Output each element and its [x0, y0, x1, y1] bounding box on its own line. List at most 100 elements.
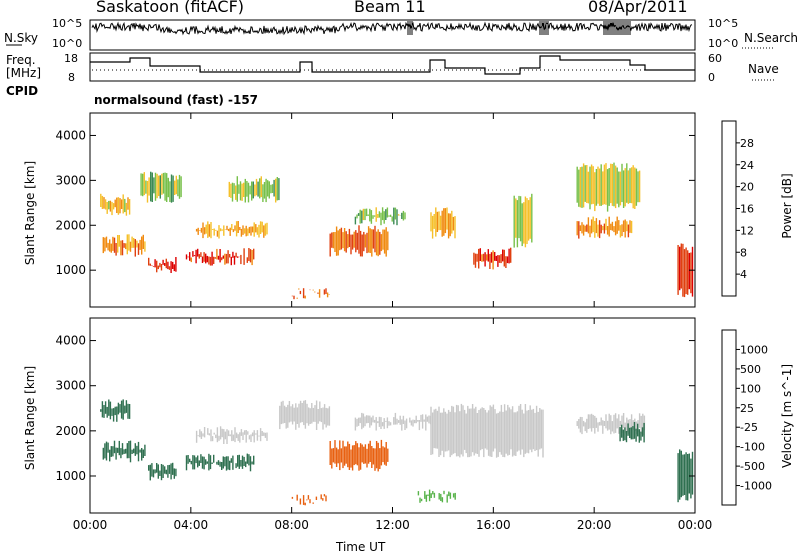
echo-strip — [610, 415, 612, 435]
y-tick-label: 2000 — [55, 424, 86, 438]
echo-region — [473, 247, 512, 270]
echo-region — [279, 400, 331, 430]
echo-strip — [113, 237, 116, 253]
echo-strip — [586, 418, 588, 433]
echo-strip — [210, 429, 212, 442]
echo-strip — [516, 411, 519, 452]
echo-strip — [264, 223, 267, 236]
echo-strip — [619, 171, 622, 206]
y-tick-label: 4000 — [55, 334, 86, 348]
echo-strip — [320, 494, 322, 500]
echo-strip — [254, 184, 256, 197]
echo-strip — [159, 470, 161, 476]
echo-strip — [606, 169, 609, 212]
echo-strip — [107, 442, 109, 453]
echo-strip — [221, 428, 223, 438]
echo-strip — [630, 414, 633, 429]
echo-region — [140, 171, 182, 203]
echo-strip — [510, 247, 512, 263]
echo-strip — [448, 491, 450, 497]
echo-strip — [383, 229, 386, 254]
echo-strip — [125, 243, 127, 250]
echo-strip — [622, 413, 625, 429]
echo-strip — [199, 230, 201, 231]
echo-strip — [419, 497, 421, 503]
echo-strip — [602, 226, 604, 231]
echo-strip — [207, 221, 209, 238]
echo-strip — [386, 207, 389, 218]
echo-strip — [367, 415, 369, 423]
echo-strip — [111, 201, 113, 216]
echo-strip — [362, 413, 365, 428]
echo-strip — [534, 412, 536, 451]
echo-strip — [622, 429, 624, 441]
echo-strip — [369, 208, 371, 222]
echo-strip — [136, 445, 138, 455]
echo-strip — [107, 242, 109, 251]
echo-region — [430, 403, 544, 458]
echo-strip — [151, 265, 153, 266]
echo-strip — [320, 408, 323, 423]
echo-strip — [462, 405, 464, 457]
echo-strip — [291, 496, 294, 499]
echo-strip — [476, 253, 478, 262]
echo-strip — [351, 445, 354, 471]
echo-strip — [221, 257, 223, 261]
echo-strip — [109, 200, 112, 212]
echo-strip — [156, 463, 158, 473]
echo-strip — [521, 203, 523, 247]
echo-strip — [175, 468, 177, 477]
echo-strip — [139, 449, 141, 453]
echo-strip — [460, 403, 463, 455]
echo-strip — [531, 193, 533, 243]
echo-strip — [594, 415, 596, 434]
echo-strip — [643, 422, 645, 443]
echo-strip — [230, 256, 232, 266]
echo-strip — [487, 410, 490, 456]
echo-strip — [102, 237, 104, 254]
echo-strip — [363, 446, 365, 464]
freq-tick-high: 18 — [64, 52, 78, 65]
echo-strip — [312, 407, 315, 422]
echo-strip — [638, 170, 641, 203]
echo-strip — [467, 405, 469, 458]
echo-strip — [235, 463, 237, 469]
echo-strip — [173, 264, 175, 272]
echo-strip — [611, 221, 614, 231]
echo-strip — [218, 435, 220, 441]
echo-strip — [101, 195, 104, 209]
echo-strip — [187, 256, 189, 258]
echo-strip — [586, 224, 588, 232]
echo-strip — [145, 180, 147, 194]
echo-strip — [206, 255, 208, 263]
echo-strip — [372, 415, 374, 423]
echo-region — [576, 162, 641, 212]
echo-strip — [190, 257, 192, 263]
echo-strip — [127, 403, 129, 419]
panel-frame — [89, 317, 696, 514]
echo-strip — [624, 427, 626, 441]
echo-strip — [404, 420, 406, 430]
echo-strip — [198, 460, 200, 466]
echo-strip — [195, 228, 198, 232]
echo-strip — [315, 400, 318, 430]
echo-strip — [521, 409, 523, 450]
echo-strip — [205, 253, 207, 264]
echo-strip — [470, 408, 472, 457]
echo-strip — [371, 229, 373, 257]
echo-strip — [134, 443, 136, 456]
echo-strip — [328, 406, 331, 426]
echo-strip — [218, 225, 220, 239]
echo-strip — [343, 228, 346, 252]
freq-label-1: Freq. — [6, 53, 36, 67]
echo-strip — [206, 461, 208, 464]
x-tick-label: 04:00 — [174, 518, 209, 532]
nave-tick-low: 0 — [708, 71, 715, 84]
echo-strip — [452, 493, 455, 498]
echo-strip — [129, 440, 132, 463]
echo-strip — [142, 234, 144, 249]
echo-strip — [230, 183, 232, 198]
echo-strip — [121, 443, 124, 455]
echo-strip — [185, 254, 188, 260]
echo-strip — [682, 243, 684, 297]
